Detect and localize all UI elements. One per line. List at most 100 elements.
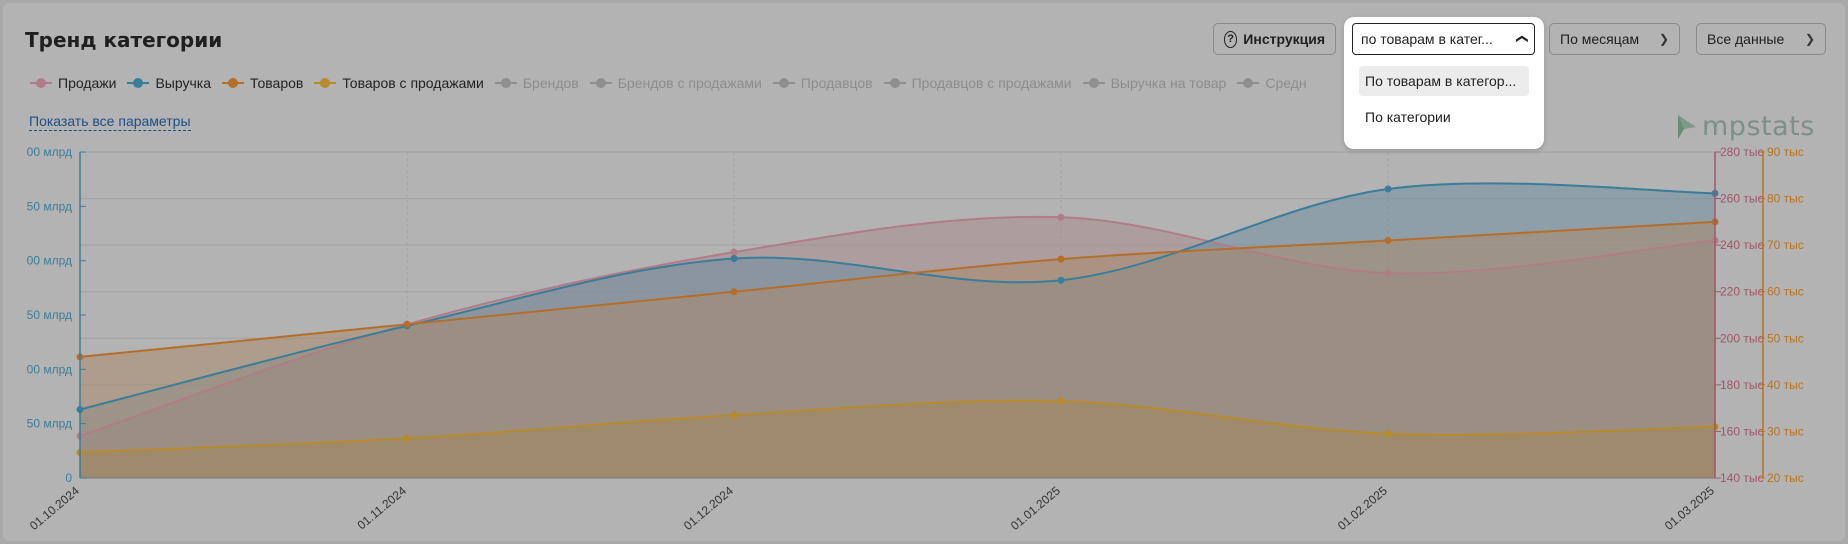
left-axis-tick-label: 00 млрд [27, 254, 72, 268]
legend-marker-icon [30, 77, 52, 89]
legend-marker-icon [1082, 77, 1105, 89]
series-line [79, 399, 1716, 454]
data-point [730, 248, 738, 256]
legend-item[interactable]: Выручка [127, 75, 211, 91]
right2-axis-tick-label: 40 тыс [1767, 378, 1804, 392]
data-point [1384, 269, 1392, 277]
legend-label: Товаров [250, 75, 304, 91]
data-point [1057, 397, 1065, 405]
legend-marker-icon [127, 77, 150, 89]
x-axis-tick-label: 01.12.2024 [681, 483, 736, 533]
data-point [1384, 430, 1392, 438]
data-point [1057, 255, 1065, 263]
legend-marker-icon [222, 77, 245, 89]
right2-axis-tick-label: 90 тыс [1767, 145, 1804, 159]
right2-axis-tick-label: 30 тыс [1767, 424, 1804, 438]
chevron-down-icon: ❯ [1658, 32, 1669, 46]
x-axis-tick-label: 01.02.2025 [1335, 483, 1390, 533]
help-icon: ? [1224, 30, 1238, 48]
legend-marker-icon [772, 77, 795, 89]
data-point [1057, 276, 1065, 284]
legend-marker-icon [314, 77, 337, 89]
x-axis-tick-label: 01.03.2025 [1662, 483, 1717, 533]
data-point [1384, 236, 1392, 244]
right-axis-tick-label: 260 тыс [1720, 192, 1763, 206]
instruction-label: Инструкция [1243, 31, 1325, 47]
series-line [79, 215, 1716, 438]
right2-axis-tick-label: 70 тыс [1767, 238, 1804, 252]
legend-label: Выручка на товар [1110, 75, 1227, 91]
legend-item[interactable]: Товаров с продажами [314, 75, 484, 91]
series-area [80, 400, 1715, 478]
legend-item[interactable]: Выручка на товар [1082, 75, 1227, 91]
right-axis-tick-label: 180 тыс [1720, 378, 1763, 392]
right-axis-tick-label: 240 тыс [1720, 238, 1763, 252]
chevron-down-icon: ❯ [1804, 32, 1815, 46]
period-select[interactable]: По месяцам ❯ [1549, 23, 1680, 55]
right2-axis-tick-label: 60 тыс [1767, 285, 1804, 299]
right-axis-tick-label: 220 тыс [1720, 285, 1763, 299]
right-axis-tick-label: 140 тыс [1720, 471, 1763, 485]
group-by-option-products[interactable]: По товарам в категор... [1359, 66, 1529, 96]
legend-label: Выручка [155, 75, 212, 91]
data-point [403, 320, 411, 328]
logo-icon [1678, 114, 1696, 139]
show-all-params-link[interactable]: Показать все параметры [29, 113, 191, 131]
legend-item[interactable]: Средн [1237, 75, 1307, 91]
data-point [403, 434, 411, 442]
data-point [730, 411, 738, 419]
chevron-up-icon: ❯ [1513, 33, 1528, 45]
x-axis-tick-label: 01.10.2024 [27, 483, 82, 533]
data-point [730, 288, 738, 296]
mpstats-logo: mpstats [1676, 111, 1815, 142]
series-line [79, 220, 1716, 358]
data-point [1057, 213, 1065, 221]
left-axis-tick-label: 50 млрд [27, 308, 72, 322]
legend-label: Брендов [522, 75, 579, 91]
right-axis-tick-label: 160 тыс [1720, 424, 1763, 438]
page-title: Тренд категории [25, 28, 223, 52]
instruction-button[interactable]: ? Инструкция [1213, 23, 1336, 55]
x-axis-tick-label: 01.01.2025 [1008, 483, 1063, 533]
data-point [730, 254, 738, 262]
legend-label: Продажи [58, 75, 117, 91]
left-axis-tick-label: 50 млрд [27, 417, 72, 431]
chart-legend: Продажи Выручка Товаров Товаров с продажами… [30, 73, 1350, 93]
left-axis-tick-label: 0 [65, 471, 72, 485]
legend-item[interactable]: Продажи [30, 75, 116, 91]
right2-axis-tick-label: 80 тыс [1767, 192, 1804, 206]
data-point [1384, 185, 1392, 193]
legend-marker-icon [1237, 77, 1260, 89]
legend-item[interactable]: Продавцов с продажами [883, 75, 1072, 91]
right-axis-tick-label: 200 тыс [1720, 331, 1763, 345]
legend-item[interactable]: Брендов с продажами [589, 75, 762, 91]
group-by-select-value: по товарам в катег... [1361, 31, 1493, 47]
x-axis-tick-label: 01.11.2024 [355, 483, 410, 532]
group-by-select[interactable]: по товарам в катег... ❯ [1352, 23, 1535, 55]
data-select[interactable]: Все данные ❯ [1696, 23, 1826, 55]
left-axis-tick-label: 00 млрд [27, 145, 72, 159]
legend-marker-icon [883, 77, 906, 89]
left-axis-tick-label: 00 млрд [27, 362, 72, 376]
series-area [80, 221, 1715, 478]
group-by-dropdown: по товарам в катег... ❯ По товарам в кат… [1344, 17, 1544, 149]
period-select-value: По месяцам [1560, 31, 1640, 47]
group-by-option-category[interactable]: По категории [1365, 109, 1451, 125]
legend-item[interactable]: Брендов [494, 75, 579, 91]
left-axis-tick-label: 50 млрд [27, 199, 72, 213]
legend-label: Продавцов [800, 75, 873, 91]
right2-axis-tick-label: 20 тыс [1767, 471, 1804, 485]
legend-marker-icon [589, 77, 612, 89]
right-axis-tick-label: 280 тыс [1720, 145, 1763, 159]
data-select-value: Все данные [1707, 31, 1785, 47]
legend-item[interactable]: Продавцов [772, 75, 873, 91]
legend-marker-icon [494, 77, 517, 89]
legend-item[interactable]: Товаров [222, 75, 303, 91]
legend-label: Продавцов с продажами [911, 75, 1072, 91]
legend-label: Товаров с продажами [342, 75, 484, 91]
legend-label: Брендов с продажами [617, 75, 762, 91]
logo-text: mpstats [1702, 111, 1815, 142]
legend-label: Средн [1265, 75, 1307, 91]
series-line [79, 182, 1716, 411]
